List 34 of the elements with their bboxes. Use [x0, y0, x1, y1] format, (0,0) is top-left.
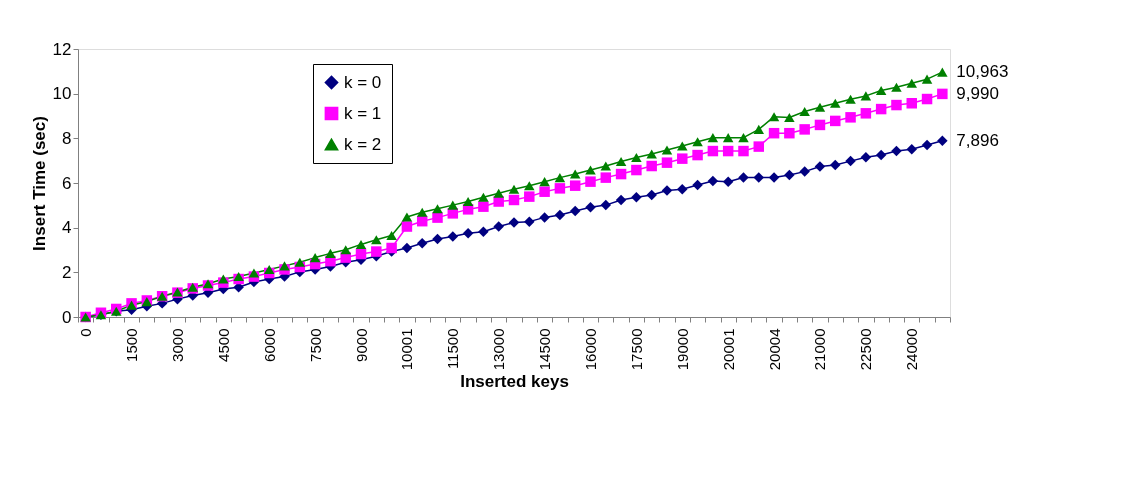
y-tick-label: 6 [62, 173, 72, 193]
text: 10,963 [956, 62, 1009, 82]
x-tick-label: 19000 [673, 328, 691, 371]
y-tick-label: 4 [62, 218, 72, 238]
x-tick-label: 14500 [536, 328, 554, 371]
x-axis-title: Inserted keys [460, 372, 569, 392]
legend-label: k = 1 [344, 103, 382, 123]
x-tick-label: 6000 [260, 328, 278, 362]
y-axis-title: Insert Time (sec) [29, 116, 49, 251]
x-tick-label: 21000 [811, 328, 829, 371]
x-tick-label: 20001 [719, 328, 737, 371]
x-tick-label: 9000 [352, 328, 370, 362]
x-tick-label: 16000 [581, 328, 599, 371]
x-tick-label: 11500 [444, 328, 462, 370]
x-tick-label: 17500 [627, 328, 645, 371]
x-tick-label: 0 [77, 328, 95, 337]
y-tick-label: 2 [62, 262, 72, 282]
legend-label: k = 2 [344, 134, 382, 154]
y-tick-label: 8 [62, 128, 72, 148]
x-tick-label: 22500 [857, 328, 875, 371]
x-tick-label: 13000 [490, 328, 508, 371]
x-tick-label: 10001 [398, 328, 416, 371]
x-tick-label: 4500 [214, 328, 232, 362]
text: 7,896 [956, 130, 999, 150]
y-tick-label: 10 [52, 84, 72, 104]
legend-label: k = 0 [344, 72, 382, 92]
x-tick-label: 7500 [306, 328, 324, 362]
text: 9,990 [956, 83, 999, 103]
x-tick-label: 3000 [168, 328, 186, 362]
x-tick-label: 24000 [903, 328, 921, 371]
y-tick-label: 0 [62, 307, 72, 327]
y-tick-label: 12 [52, 39, 72, 59]
x-tick-label: 20004 [765, 328, 783, 371]
x-tick-label: 1500 [123, 328, 141, 362]
